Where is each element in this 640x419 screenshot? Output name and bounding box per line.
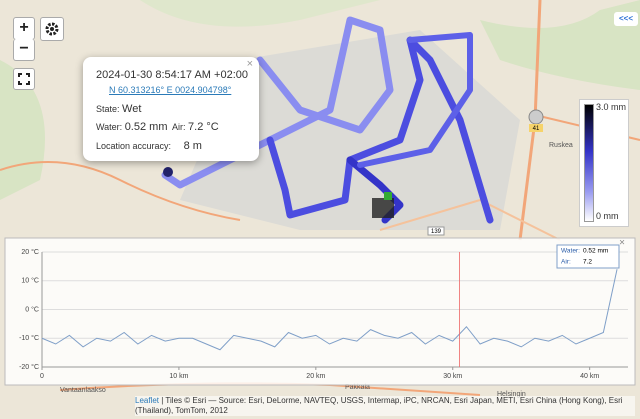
- x-tick-label: 40 km: [580, 373, 599, 380]
- value: 0.52 mm: [124, 121, 168, 133]
- value: 8 m: [183, 140, 202, 152]
- zoom-out[interactable]: −: [13, 39, 35, 61]
- tooltip-value: 0.52 mm: [583, 248, 608, 255]
- settings-button[interactable]: [40, 17, 64, 41]
- road-shield-label: 139: [431, 229, 442, 235]
- route: [161, 16, 494, 224]
- label: Air:: [172, 122, 186, 132]
- popup-coords[interactable]: N 60.313216° E 0024.904798°: [109, 85, 232, 95]
- location-pin: [528, 109, 544, 125]
- y-tick-label: -10 °C: [19, 334, 39, 342]
- place-label: Pakkala: [345, 384, 370, 391]
- legend-max: 3.0 mm: [596, 102, 627, 112]
- road-shield: [529, 124, 543, 132]
- y-tick-label: 0 °C: [25, 305, 39, 313]
- fullscreen-button[interactable]: [13, 68, 35, 90]
- legend-min: 0 mm: [596, 211, 619, 221]
- collapse-button[interactable]: <<<: [614, 12, 638, 26]
- leaflet-link[interactable]: Leaflet: [135, 396, 160, 405]
- route-segment: [357, 32, 473, 168]
- chart-close[interactable]: ×: [619, 238, 625, 249]
- label: State:: [96, 104, 120, 114]
- popup-close[interactable]: ×: [246, 58, 253, 70]
- tooltip-box: [556, 244, 620, 269]
- attribution: Leaflet | Tiles © Esri — Source: Esri, D…: [135, 396, 635, 416]
- x-tick-label: 20 km: [306, 373, 325, 380]
- fullscreen-icon: [18, 73, 30, 85]
- chart-panel: [4, 237, 636, 386]
- label: Water:: [96, 122, 123, 132]
- road-shield: [427, 226, 445, 236]
- x-tick-label: 0: [40, 373, 44, 380]
- forest: [480, 0, 640, 90]
- route-start: [163, 167, 173, 177]
- chart-tooltip: Water: 0.52 mm Air: 7.2: [556, 244, 620, 269]
- y-tick-label: 20 °C: [21, 248, 39, 256]
- finish-flag: [372, 198, 394, 218]
- place-label: Ruskea: [549, 142, 573, 149]
- popup: × 2024-01-30 8:54:17 AM +02:00 N 60.3132…: [83, 57, 259, 161]
- forest: [140, 0, 380, 27]
- y-tick-label: 10 °C: [21, 277, 39, 285]
- x-tick-label: 30 km: [443, 373, 462, 380]
- route-segment: [161, 16, 394, 189]
- label: Location accuracy:: [96, 141, 172, 151]
- road: [0, 161, 241, 221]
- place-label: Helsingin: [497, 391, 526, 398]
- gear-icon: [45, 22, 59, 36]
- current-marker: [384, 192, 392, 200]
- legend-gradient: [584, 104, 594, 222]
- popup-time: 2024-01-30 8:54:17 AM +02:00: [96, 69, 248, 81]
- zoom-in[interactable]: +: [13, 17, 35, 40]
- value: 7.2 °C: [188, 121, 219, 133]
- tooltip-label: Air:: [561, 259, 571, 266]
- route-segment: [266, 36, 494, 224]
- road: [379, 198, 561, 241]
- place-label: Vantaanlaakso: [60, 387, 106, 394]
- x-tick-label: 10 km: [169, 373, 188, 380]
- y-tick-label: -20 °C: [19, 363, 39, 371]
- temperature-line: [41, 269, 618, 351]
- legend: 3.0 mm 0 mm: [579, 99, 629, 227]
- road-shield-label: 41: [533, 126, 540, 132]
- elevation-chart: -20 °C -10 °C 0 °C 10 °C 20 °C 0 10 km 20 km 30 …: [19, 244, 628, 380]
- forest: [0, 60, 45, 200]
- tooltip-label: Water:: [561, 248, 580, 255]
- value: Wet: [122, 103, 142, 115]
- attribution-text: | Tiles © Esri — Source: Esri, DeLorme, …: [135, 396, 623, 415]
- tooltip-value: 7.2: [583, 259, 592, 266]
